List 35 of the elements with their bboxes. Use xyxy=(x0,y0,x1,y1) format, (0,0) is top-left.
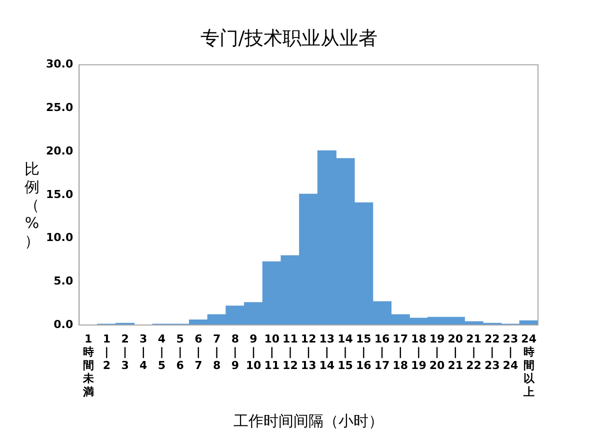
x-tick-label: 7 | 8 xyxy=(212,332,221,372)
x-tick-label: 20 | 21 xyxy=(448,332,464,372)
chart-title: 专门/技术职业从业者 xyxy=(200,27,378,50)
y-tick-label: 15.0 xyxy=(46,188,74,201)
x-tick-label: 14 | 15 xyxy=(338,332,354,372)
x-tick-label: 3 | 4 xyxy=(140,332,148,372)
x-tick-label: 1 | 2 xyxy=(102,332,110,372)
x-tick-label: 19 | 20 xyxy=(429,332,446,372)
x-tick-label: 1 時間未満 xyxy=(82,332,95,398)
x-tick-label: 12 | 13 xyxy=(300,332,316,372)
y-tick-label: 25.0 xyxy=(46,101,74,114)
y-axis-title: 比例（%） xyxy=(24,160,40,250)
x-axis-title: 工作时间间隔（小时） xyxy=(234,412,384,430)
x-tick-label: 15 | 16 xyxy=(356,332,372,372)
x-tick-label: 17 | 18 xyxy=(392,332,408,372)
x-tick-label: 18 | 19 xyxy=(411,332,426,372)
x-tick-label: 8 | 9 xyxy=(231,332,239,372)
x-tick-label: 23 | 24 xyxy=(502,332,518,372)
x-tick-label: 11 | 12 xyxy=(282,332,298,372)
x-tick-label: 4 | 5 xyxy=(158,332,166,372)
y-tick-label: 0.0 xyxy=(54,318,74,331)
y-tick-label: 20.0 xyxy=(46,144,74,158)
x-tick-label: 2 | 3 xyxy=(121,332,129,372)
x-tick-label: 10 | 11 xyxy=(264,332,280,372)
x-tick-label: 9 | 10 xyxy=(246,332,262,372)
x-tick-label: 21 | 22 xyxy=(466,332,482,372)
y-tick-label: 10.0 xyxy=(46,231,74,244)
y-tick-label: 5.0 xyxy=(54,274,74,288)
x-tick-label: 24 時間以上 xyxy=(521,332,537,398)
x-tick-label: 13 | 14 xyxy=(319,332,335,372)
x-tick-label: 6 | 7 xyxy=(194,332,203,372)
x-tick-label: 5 | 6 xyxy=(176,332,184,372)
x-tick-label: 22 | 23 xyxy=(484,332,500,372)
y-tick-label: 30.0 xyxy=(46,58,74,71)
x-tick-label: 16 | 17 xyxy=(374,332,390,372)
